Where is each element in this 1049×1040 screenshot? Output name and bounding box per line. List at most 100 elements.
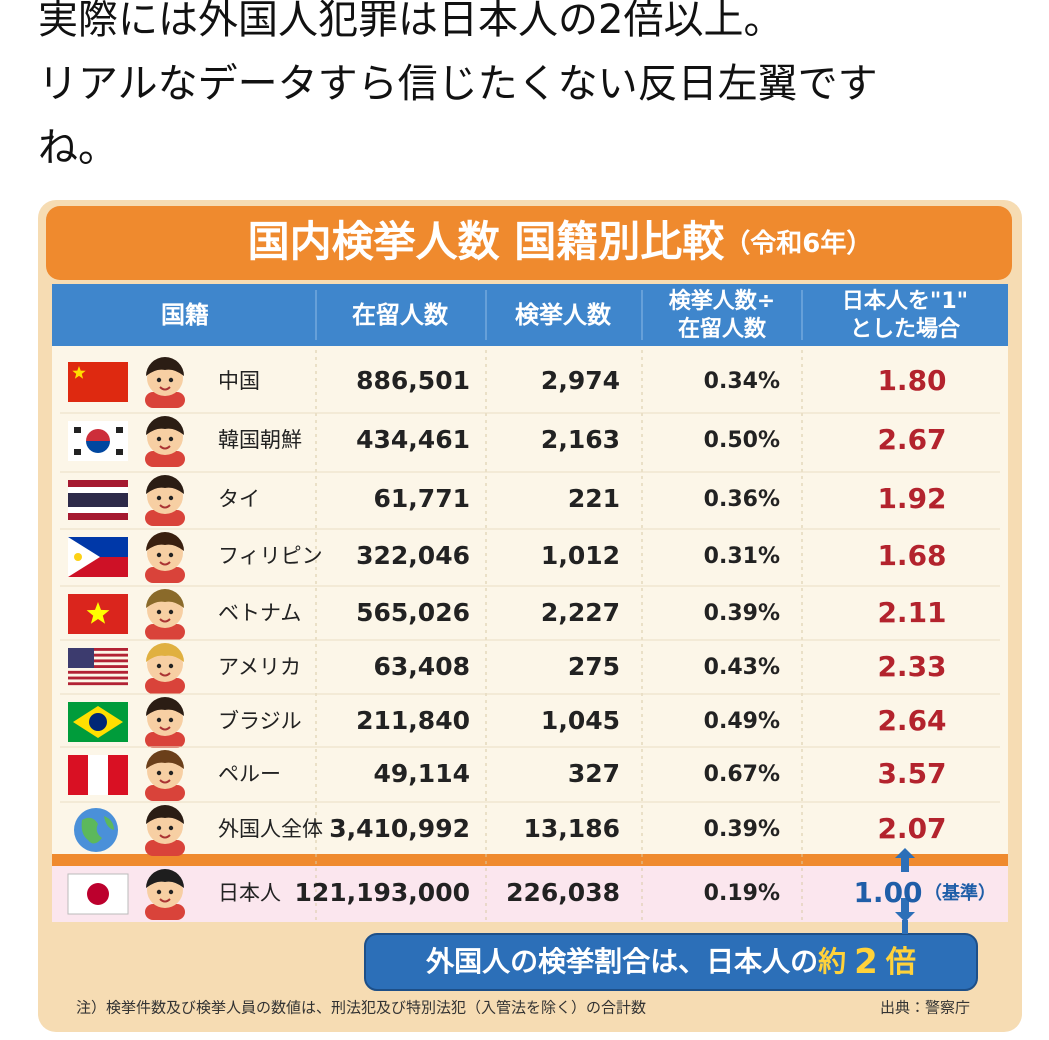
arrests: 2,163 [541,425,620,454]
character-hair [146,869,184,888]
nationality: 日本人 [218,881,281,905]
arrest-rate: 0.39% [704,601,780,626]
flag-part [68,659,128,663]
character-mouth [159,445,171,450]
arrest-rate: 0.49% [704,709,780,734]
character-body [145,785,185,801]
arrests: 1,012 [541,541,620,570]
character-eye [156,609,162,615]
flag-part [74,553,82,561]
character-mouth [159,561,171,566]
column-header: 日本人を"1" [842,289,968,314]
nationality: ペルー [218,762,281,786]
ratio: 3.57 [877,757,946,790]
character-mouth [159,898,171,903]
character-body [145,451,185,467]
arrest-rate: 0.34% [704,369,780,394]
character-eye [168,770,174,776]
callout-box [364,933,978,991]
character-eye [168,609,174,615]
flag-part [74,449,81,455]
ratio: 2.07 [877,812,946,845]
nationality: 韓国朝鮮 [218,428,302,452]
callout-part: 外国人の検挙割合は、日本人の [425,945,818,978]
residents: 211,840 [356,706,470,735]
callout-part: 約 [817,945,846,978]
character-eye [156,552,162,558]
arrest-rate: 0.50% [704,428,780,453]
arrests: 2,974 [541,366,620,395]
ratio: 1.92 [877,482,946,515]
character-mouth [159,618,171,623]
ratio: 2.11 [877,596,946,629]
character-eye [156,825,162,831]
residents: 63,408 [374,652,470,681]
column-header: 検挙人数÷ [669,288,775,314]
flag-part [68,755,88,795]
base-row-bg [52,866,1008,922]
nationality: 中国 [218,369,260,393]
flag-part [116,427,123,433]
character-eye [168,825,174,831]
ratio-note: （基準） [924,882,996,904]
ratio: 2.67 [877,423,946,456]
callout: 外国人の検挙割合は、日本人の約 2 倍 [425,942,916,982]
ratio: 1.68 [877,539,946,572]
residents: 61,771 [374,484,470,513]
character-hair [146,416,184,435]
character-eye [168,436,174,442]
ratio: 1.00 [853,876,922,909]
residents: 886,501 [356,366,470,395]
flag-part [86,429,110,441]
flag-part [68,682,128,686]
arrest-rate: 0.39% [704,817,780,842]
title-suffix: （令和6年） [724,228,872,259]
ratio: 2.33 [877,650,946,683]
character-hair [146,589,184,608]
arrest-rate: 0.43% [704,655,780,680]
character-mouth [159,726,171,731]
character-eye [168,889,174,895]
character-hair [146,750,184,769]
arrests: 13,186 [524,814,620,843]
flag-part [68,537,100,577]
character-eye [168,663,174,669]
arrows [895,848,915,922]
character-body [145,732,185,748]
character-hair [146,697,184,716]
post-text: ね。 [38,125,118,171]
nationality: フィリピン [218,544,323,568]
globe-land [81,816,114,844]
post-text: 実際には外国人犯罪は日本人の2倍以上。 [38,0,783,43]
arrests: 221 [568,484,620,513]
flag-part [68,653,128,657]
arrest-rate: 0.19% [704,881,780,906]
nationality: タイ [218,487,260,511]
ratio: 1.80 [877,364,946,397]
character-body [145,510,185,526]
callout-part: 2 [854,942,878,982]
character-mouth [159,779,171,784]
character-eye [168,377,174,383]
title-band [46,206,1012,280]
footnote: 注）検挙件数及び検挙人員の数値は、刑法犯及び特別法犯（入管法を除く）の合計数 [76,999,646,1017]
flag-part [68,648,94,668]
arrest-rate: 0.31% [704,544,780,569]
flag-part [68,493,128,507]
residents: 565,026 [356,598,470,627]
residents: 434,461 [356,425,470,454]
character-body [145,624,185,640]
character-mouth [159,834,171,839]
column-header: 在留人数 [352,301,449,329]
residents: 322,046 [356,541,470,570]
flag-part [116,449,123,455]
callout-part: 倍 [885,945,916,980]
column-header: 国籍 [161,301,209,329]
flag-part [68,665,128,668]
flag-star [72,366,86,379]
character-mouth [159,504,171,509]
arrests: 226,038 [506,878,620,907]
flag-part [68,676,128,680]
flag-part [108,755,128,795]
